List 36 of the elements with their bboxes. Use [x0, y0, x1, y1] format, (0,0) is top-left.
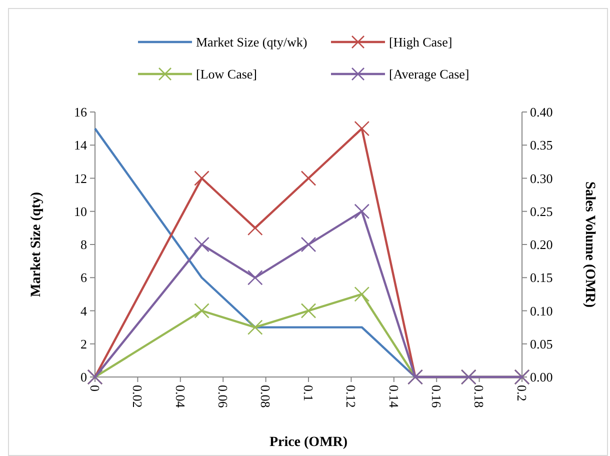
y-tick-label: 6: [80, 270, 88, 286]
x-tick-label: 0.02: [130, 385, 146, 408]
y2-axis-title: Sales Volume (OMR): [582, 182, 597, 308]
y2-tick-label: 0.15: [530, 270, 553, 286]
x-axis-title: Price (OMR): [269, 435, 348, 450]
y-tick-label: 2: [80, 336, 87, 352]
x-tick-label: 0.04: [172, 385, 188, 408]
y-tick-label: 4: [80, 303, 88, 318]
x-tick-label: 0.16: [429, 385, 444, 408]
y-tick-label: 12: [74, 170, 87, 186]
x-tick-label: 0.06: [216, 385, 231, 408]
legend-label: [Average Case]: [389, 66, 470, 82]
y-tick-label: 10: [74, 204, 87, 219]
x-tick-label: 0.08: [258, 385, 274, 408]
y2-tick-label: 0.05: [530, 336, 553, 352]
y2-tick-label: 0.25: [530, 204, 553, 219]
y-tick-label: 0: [80, 370, 87, 385]
y2-tick-label: 0.35: [530, 138, 553, 153]
x-tick-label: 0.1: [300, 385, 316, 402]
y2-tick-label: 0.40: [530, 104, 553, 120]
y-tick-label: 16: [74, 104, 88, 120]
y2-tick-label: 0.20: [530, 237, 553, 252]
legend-label: [Low Case]: [196, 66, 258, 82]
y2-tick-label: 0.10: [530, 303, 553, 318]
y-axis-title: Market Size (qty): [29, 192, 44, 297]
legend-label: [High Case]: [389, 34, 452, 50]
y-tick-label: 14: [74, 138, 88, 153]
x-tick-label: 0.2: [514, 385, 530, 402]
x-tick-label: 0.14: [386, 385, 402, 408]
y-tick-label: 8: [80, 237, 87, 252]
x-tick-label: 0.12: [344, 385, 359, 408]
x-tick-label: 0.18: [472, 385, 487, 408]
x-tick-label: 0: [87, 385, 102, 392]
legend-label: Market Size (qty/wk): [196, 34, 308, 50]
y2-tick-label: 0.00: [530, 370, 553, 385]
y2-tick-label: 0.30: [530, 170, 553, 186]
